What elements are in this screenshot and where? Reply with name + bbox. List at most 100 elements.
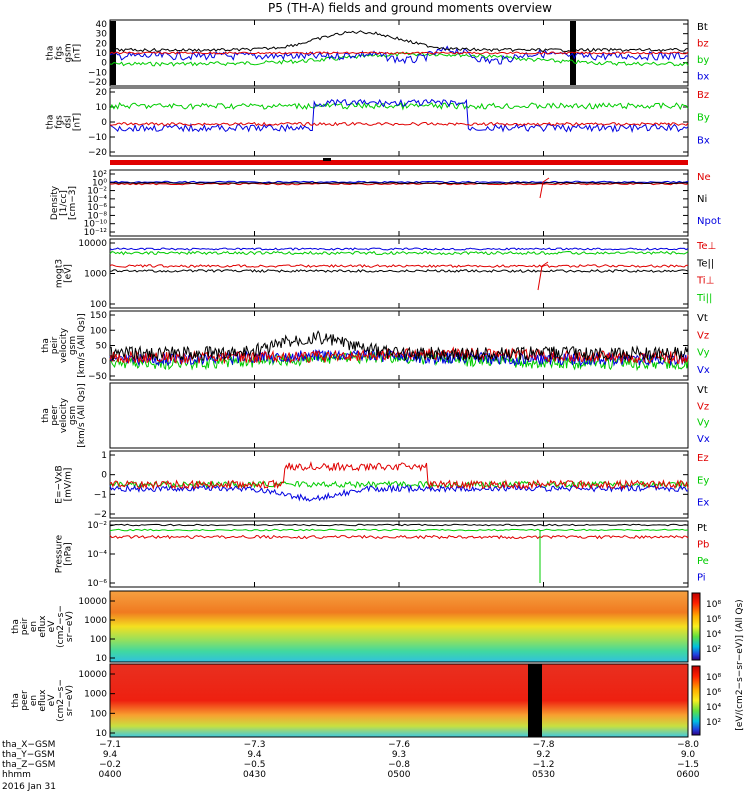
legend-Vy: Vy (697, 418, 710, 429)
colorbar-tick: 10⁸ (706, 673, 721, 683)
density-dip (539, 177, 550, 199)
y-axis-label: gsm (68, 406, 78, 425)
y-axis-label: [nT] (73, 113, 83, 131)
legend-Vx: Vx (697, 434, 710, 445)
y-axis-label: tha (46, 46, 56, 61)
y-axis-label: sr−eV) (65, 611, 75, 642)
legend-Vt: Vt (697, 313, 708, 324)
panel-peir-vel: 150 100 50 0 −50 tha peir velocity gsm [km/s (All… (41, 310, 710, 382)
y-tick-label: −1 (94, 490, 107, 500)
y-tick-label: 10⁻¹² (84, 228, 108, 238)
y-tick-label: 0 (101, 118, 107, 128)
x-tick-label: −0.5 (244, 760, 266, 770)
x-row-label: tha_X−GSM (2, 740, 55, 750)
x-tick-label: −7.1 (99, 740, 121, 750)
y-axis-label: (cm2−s− (56, 679, 66, 722)
x-tick-label: −7.8 (533, 740, 555, 750)
x-tick-label: −7.3 (244, 740, 266, 750)
data-gap (528, 664, 542, 737)
y-axis-label: [1/cc] (59, 190, 69, 216)
series-red (109, 121, 689, 127)
series-green (109, 480, 689, 490)
legend-Bx: Bx (697, 135, 710, 146)
y-axis-label: peir (50, 336, 60, 354)
y-axis-label: [mV/m] (64, 468, 74, 502)
y-axis-label: tha (11, 693, 21, 708)
legend-Te⊥: Te⊥ (696, 241, 716, 252)
y-tick-label: 100 (90, 709, 107, 719)
y-axis-label: tha (41, 338, 51, 353)
y-tick-label: 10 (96, 49, 108, 59)
legend-Ti||: Ti|| (696, 293, 712, 304)
x-tick-label: −8.0 (677, 740, 699, 750)
y-tick-label: 30 (96, 30, 108, 40)
y-axis-label: Pressure (55, 534, 65, 573)
y-axis-label: [km/s (All Qs)] (77, 313, 87, 377)
legend-Te||: Te|| (696, 258, 714, 269)
y-tick-label: 100 (90, 326, 107, 336)
x-tick-label: 0530 (532, 770, 555, 780)
colorbar: 10⁸ 10⁶ 10⁴ 10² 10⁸ 10⁶ 10⁴ 10² [eV/(cm2−s−sr−eV… (691, 592, 745, 736)
colorbar-tick: 10⁴ (706, 703, 721, 713)
series-blue (109, 247, 689, 251)
y-tick-label: 10⁻⁶ (87, 203, 107, 213)
x-tick-label: −1.2 (533, 760, 555, 770)
x-row-label: tha_Y−GSM (2, 750, 55, 760)
legend-Npot: Npot (697, 216, 721, 227)
y-tick-label: 10000 (78, 239, 107, 249)
legend-Ez: Ez (697, 453, 709, 464)
colorbar-tick: 10⁸ (706, 600, 721, 610)
x-axis: tha_X−GSM −7.1 −7.3 −7.6 −7.8 −8.0 tha_Y−GSM 9.… (2, 740, 700, 792)
legend-Ti⊥: Ti⊥ (696, 276, 714, 287)
y-axis-label: tha (41, 408, 51, 423)
x-tick-label: 0500 (388, 770, 411, 780)
y-tick-label: 10⁻⁶ (87, 579, 107, 589)
colorbar-tick: 10⁶ (706, 615, 721, 625)
y-tick-label: 0 (101, 59, 107, 69)
series-red (109, 461, 689, 491)
density-band (110, 160, 688, 165)
y-tick-label: 100 (90, 300, 107, 310)
y-tick-label: 10 (96, 654, 108, 664)
colorbar-tick: 10² (706, 645, 721, 655)
series-green (109, 101, 689, 111)
colorbar-tick: 10⁴ (706, 630, 721, 640)
y-tick-label: 20 (96, 88, 108, 98)
legend-Ne: Ne (697, 172, 711, 183)
panel-fgs-dsl: 20 10 0 −10 −20 tha fgs dsl [nT] Bz By Bx (46, 87, 710, 158)
y-tick-label: 20 (96, 39, 108, 49)
series-red (109, 51, 689, 55)
y-axis-label: eV (47, 620, 57, 633)
x-tick-label: −7.6 (388, 740, 410, 750)
y-tick-label: 10⁻² (87, 187, 107, 197)
x-tick-label: 0400 (99, 770, 122, 780)
legend-Vz: Vz (697, 330, 709, 341)
y-axis-label: gsm (64, 43, 74, 62)
y-tick-label: −20 (88, 78, 107, 88)
y-axis-label: eflux (38, 689, 48, 712)
y-tick-label: 150 (90, 311, 107, 321)
legend-Ey: Ey (697, 475, 709, 486)
y-axis-label: gsm (68, 336, 78, 355)
y-tick-label: −10 (88, 68, 107, 78)
y-axis-label: dsl (64, 116, 74, 129)
spectrogram-fill (110, 591, 688, 662)
legend-Vz: Vz (697, 401, 709, 412)
y-axis-label: mogt3 (55, 259, 65, 288)
y-tick-label: 10² (92, 170, 107, 180)
series-blue (109, 45, 689, 65)
x-tick-label: 9.3 (392, 750, 406, 760)
x-row-label: tha_Z−GSM (2, 760, 55, 770)
y-axis-label: tha (46, 115, 56, 130)
y-axis-label: [cm−3] (68, 186, 78, 220)
x-tick-label: 0600 (677, 770, 700, 780)
series-green (109, 528, 689, 532)
y-tick-label: 10000 (78, 597, 107, 607)
legend-Pe: Pe (697, 556, 709, 567)
y-axis-label: peer (50, 405, 60, 426)
series-black (109, 181, 689, 185)
y-tick-label: 10⁻² (87, 521, 107, 531)
